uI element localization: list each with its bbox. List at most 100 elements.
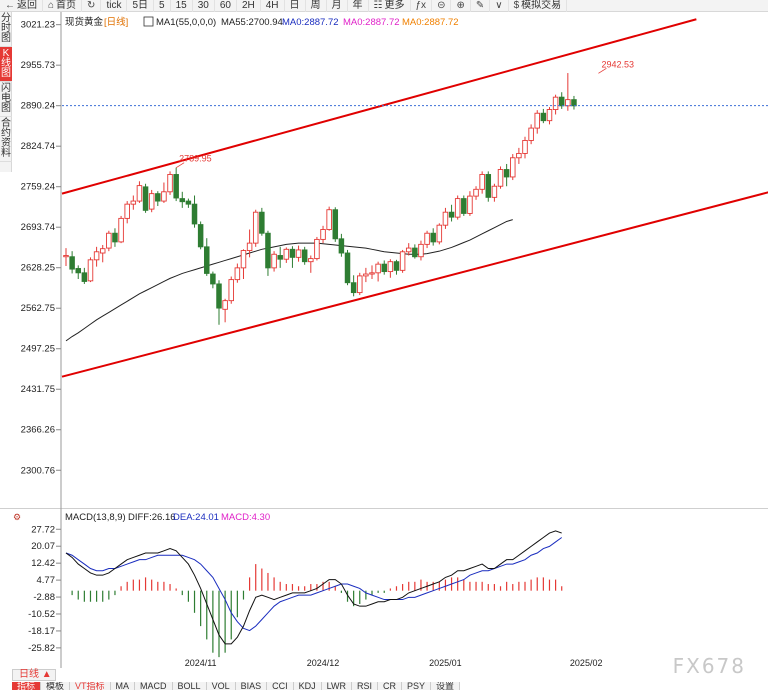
side-tab-1[interactable]: K线图 <box>0 47 12 82</box>
candle[interactable] <box>124 201 130 224</box>
candle[interactable] <box>387 259 394 278</box>
candle[interactable] <box>314 236 320 261</box>
candle[interactable] <box>295 245 302 262</box>
period-week-button[interactable]: 周 <box>306 0 327 12</box>
candle[interactable] <box>210 271 216 289</box>
candle[interactable] <box>393 259 400 275</box>
candle[interactable] <box>204 238 210 276</box>
kline-chart[interactable]: 3021.23 2955.73 2890.24 2824.74 2759.24 2693.… <box>0 12 768 510</box>
candle[interactable] <box>142 183 149 213</box>
legend-checkbox-icon[interactable] <box>143 16 154 27</box>
candle[interactable] <box>87 257 94 283</box>
candle[interactable] <box>448 204 455 222</box>
indicator-tab-4[interactable]: MACD <box>135 682 173 690</box>
side-tab-2[interactable]: 闪电图 <box>0 82 12 117</box>
candle[interactable] <box>528 124 534 145</box>
candle[interactable] <box>350 275 357 297</box>
indicator-tab-11[interactable]: RSI <box>351 682 378 690</box>
refresh-button[interactable]: ↻ <box>82 0 102 12</box>
candle[interactable] <box>503 163 510 187</box>
candle[interactable] <box>136 181 143 203</box>
side-tab-3[interactable]: 合约资料 <box>0 117 12 162</box>
indicator-tab-12[interactable]: CR <box>377 682 402 690</box>
candle[interactable] <box>424 230 430 249</box>
candle[interactable] <box>289 246 296 268</box>
candle[interactable] <box>491 183 498 202</box>
candle[interactable] <box>234 263 241 283</box>
candle[interactable] <box>93 246 100 267</box>
candle[interactable] <box>252 209 259 247</box>
indicator-tab-8[interactable]: CCI <box>267 682 294 690</box>
candle[interactable] <box>283 247 290 263</box>
indicator-tab-1[interactable]: 模板 <box>41 682 71 690</box>
candle[interactable] <box>277 246 283 268</box>
candle[interactable] <box>546 107 553 125</box>
candle[interactable] <box>510 154 516 181</box>
period-2h-button[interactable]: 2H <box>237 0 261 12</box>
settings-button[interactable]: ∨ <box>490 0 509 12</box>
candle[interactable] <box>473 186 479 200</box>
candle[interactable] <box>69 251 75 274</box>
trend-channel-line-1[interactable] <box>61 189 768 378</box>
candle[interactable] <box>63 248 69 267</box>
indicator-tab-7[interactable]: BIAS <box>235 682 268 690</box>
candle[interactable] <box>265 230 271 276</box>
candle[interactable] <box>185 198 192 208</box>
candle[interactable] <box>461 195 467 216</box>
candle[interactable] <box>118 215 124 244</box>
candle[interactable] <box>216 280 222 325</box>
indicator-tab-5[interactable]: BOLL <box>172 682 207 690</box>
candle[interactable] <box>522 136 528 159</box>
candle[interactable] <box>81 267 88 284</box>
candle[interactable] <box>344 249 351 286</box>
candle[interactable] <box>375 261 381 282</box>
candle[interactable] <box>246 229 253 258</box>
candle[interactable] <box>357 272 363 296</box>
macd-chart[interactable]: ⚙ MACD(13,8,9) DIFF:26.16 DEA:24.01 MACD… <box>0 508 768 668</box>
candle[interactable] <box>418 240 424 261</box>
simulated-trade-button[interactable]: $ 模拟交易 <box>509 0 568 12</box>
candle[interactable] <box>485 171 492 202</box>
period-5d-button[interactable]: 5日 <box>127 0 154 12</box>
candle[interactable] <box>479 171 485 194</box>
indicator-tab-6[interactable]: VOL <box>206 682 236 690</box>
period-year-button[interactable]: 年 <box>348 0 369 12</box>
more-button[interactable]: ☷ 更多 <box>369 0 411 12</box>
candle[interactable] <box>112 228 118 247</box>
side-tab-0[interactable]: 分时图 <box>0 12 12 47</box>
candle[interactable] <box>259 207 265 236</box>
candle[interactable] <box>167 171 173 195</box>
period-4h-button[interactable]: 4H <box>261 0 285 12</box>
candle[interactable] <box>99 244 106 263</box>
candle[interactable] <box>381 260 387 275</box>
candle[interactable] <box>436 223 443 245</box>
candle[interactable] <box>191 195 198 228</box>
indicator-tab-13[interactable]: PSY <box>401 682 431 690</box>
candle[interactable] <box>106 230 112 252</box>
candle[interactable] <box>326 206 332 231</box>
zoom-out-button[interactable]: ⊝ <box>432 0 452 12</box>
candle[interactable] <box>173 167 179 202</box>
candle[interactable] <box>320 225 326 244</box>
period-60m-button[interactable]: 60 <box>215 0 237 12</box>
candle[interactable] <box>442 207 449 229</box>
candle[interactable] <box>179 191 186 208</box>
candle[interactable] <box>497 166 504 189</box>
candle[interactable] <box>467 191 473 216</box>
candle[interactable] <box>565 73 571 111</box>
candle[interactable] <box>430 228 436 246</box>
indicator-tab-2[interactable]: VT指标 <box>70 682 111 690</box>
period-5m-button[interactable]: 5 <box>154 0 171 12</box>
period-30m-button[interactable]: 30 <box>193 0 215 12</box>
candle[interactable] <box>130 195 137 210</box>
trend-channel-line-0[interactable] <box>61 18 697 195</box>
back-button[interactable]: ← 返回 <box>0 0 43 12</box>
candle[interactable] <box>363 267 369 283</box>
candle[interactable] <box>228 276 234 304</box>
candle[interactable] <box>369 265 375 279</box>
home-button[interactable]: ⌂ 首页 <box>43 0 83 12</box>
candle[interactable] <box>338 233 345 257</box>
candle[interactable] <box>161 182 167 203</box>
draw-button[interactable]: ✎ <box>471 0 491 12</box>
zoom-in-button[interactable]: ⊕ <box>451 0 471 12</box>
